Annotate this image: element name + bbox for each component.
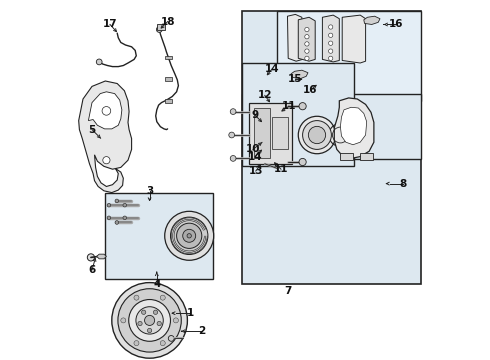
Circle shape: [305, 56, 309, 60]
Circle shape: [134, 341, 139, 346]
Text: 16: 16: [303, 85, 318, 95]
Text: 9: 9: [251, 110, 259, 120]
Circle shape: [134, 295, 139, 300]
Circle shape: [142, 310, 146, 314]
Bar: [254, 108, 270, 158]
Text: 13: 13: [248, 166, 263, 176]
Circle shape: [298, 116, 336, 154]
Polygon shape: [288, 14, 303, 61]
Text: 17: 17: [103, 19, 117, 30]
Circle shape: [123, 203, 126, 207]
Polygon shape: [322, 15, 339, 62]
Circle shape: [160, 295, 165, 300]
Circle shape: [97, 59, 102, 65]
Bar: [277, 11, 421, 101]
Bar: [243, 94, 421, 159]
Text: 14: 14: [248, 152, 262, 162]
Bar: [165, 99, 172, 103]
Text: 1: 1: [187, 308, 194, 318]
Circle shape: [176, 223, 202, 248]
Text: 18: 18: [160, 17, 175, 27]
Circle shape: [305, 27, 309, 32]
Text: 11: 11: [274, 164, 288, 174]
Circle shape: [123, 216, 126, 220]
Bar: [165, 56, 172, 59]
Circle shape: [305, 35, 309, 39]
Circle shape: [187, 234, 192, 238]
Circle shape: [165, 211, 214, 260]
Text: 15: 15: [288, 74, 303, 84]
Text: 14: 14: [265, 64, 279, 74]
Circle shape: [183, 229, 196, 242]
Circle shape: [305, 49, 309, 53]
Polygon shape: [97, 254, 106, 259]
Text: 10: 10: [245, 144, 260, 154]
Polygon shape: [88, 92, 122, 129]
Circle shape: [328, 41, 333, 45]
Circle shape: [103, 157, 110, 164]
Circle shape: [171, 217, 208, 255]
Circle shape: [299, 158, 306, 166]
Circle shape: [87, 254, 95, 261]
Circle shape: [160, 341, 165, 346]
Circle shape: [136, 307, 163, 334]
Polygon shape: [360, 153, 373, 160]
Circle shape: [107, 216, 111, 220]
Polygon shape: [291, 70, 308, 78]
Circle shape: [308, 126, 326, 144]
Text: 5: 5: [88, 125, 96, 135]
Bar: [165, 77, 172, 81]
Text: 16: 16: [389, 19, 403, 30]
Text: 7: 7: [285, 286, 292, 296]
Circle shape: [138, 321, 142, 326]
Circle shape: [107, 203, 111, 207]
Bar: [157, 24, 165, 30]
Circle shape: [303, 121, 331, 149]
Circle shape: [328, 25, 333, 29]
Circle shape: [229, 132, 235, 138]
Text: 12: 12: [258, 90, 272, 100]
Bar: [248, 103, 292, 164]
Bar: [243, 63, 354, 166]
Text: 2: 2: [198, 326, 205, 336]
Circle shape: [112, 283, 187, 358]
Text: 8: 8: [400, 179, 407, 189]
Circle shape: [118, 289, 181, 352]
Circle shape: [230, 156, 236, 161]
Text: 11: 11: [282, 101, 296, 111]
Circle shape: [328, 33, 333, 37]
Circle shape: [115, 221, 119, 224]
Circle shape: [169, 336, 174, 341]
Circle shape: [115, 199, 119, 203]
Text: 4: 4: [153, 279, 161, 289]
Circle shape: [299, 103, 306, 110]
Circle shape: [173, 318, 178, 323]
Circle shape: [157, 321, 161, 326]
Polygon shape: [364, 16, 380, 24]
Circle shape: [328, 56, 333, 60]
Polygon shape: [79, 81, 132, 193]
Polygon shape: [334, 98, 374, 158]
Polygon shape: [342, 15, 366, 63]
Circle shape: [230, 109, 236, 114]
Circle shape: [328, 49, 333, 53]
Bar: [243, 11, 421, 284]
Circle shape: [153, 310, 158, 314]
Circle shape: [121, 318, 126, 323]
Circle shape: [102, 107, 111, 115]
Circle shape: [305, 42, 309, 46]
Circle shape: [145, 315, 155, 325]
Polygon shape: [341, 107, 367, 145]
Polygon shape: [341, 153, 353, 160]
Polygon shape: [298, 17, 315, 61]
Circle shape: [129, 300, 171, 341]
Bar: [272, 117, 288, 149]
Bar: [104, 193, 213, 279]
Text: 6: 6: [88, 265, 96, 275]
Circle shape: [156, 27, 162, 32]
Text: 3: 3: [146, 186, 153, 196]
Circle shape: [147, 328, 152, 333]
